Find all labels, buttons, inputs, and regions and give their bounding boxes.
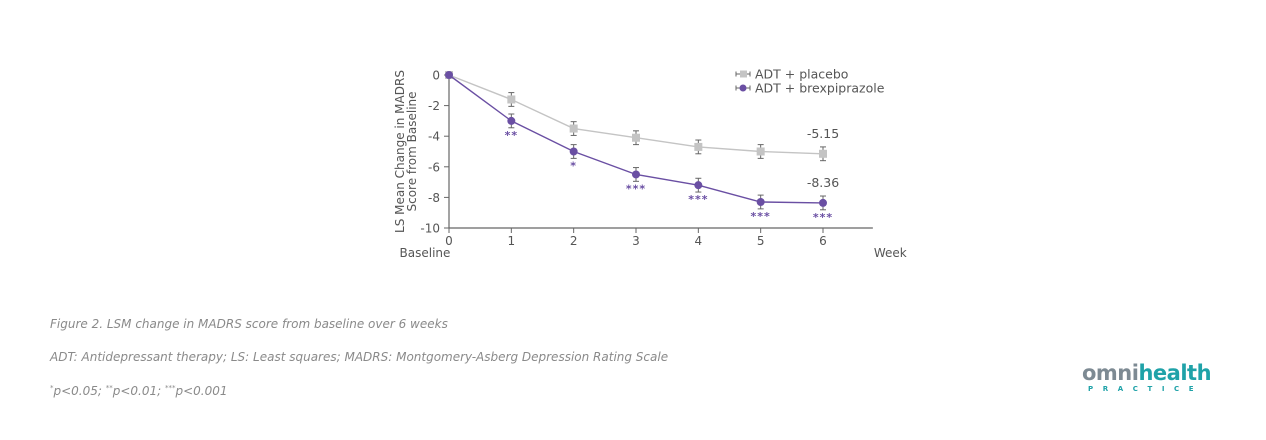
data-point: [569, 147, 578, 156]
significance-label: ***: [751, 210, 771, 223]
logo-omni: omni: [1082, 361, 1139, 385]
legend-marker: [739, 84, 747, 92]
y-tick-label: -4: [428, 130, 440, 144]
x-tick-label: 5: [757, 234, 765, 248]
x-origin-label: Baseline: [400, 246, 451, 260]
p3-text: p<0.001: [175, 384, 228, 398]
legend-item: ADT + brexpiprazole: [735, 81, 885, 96]
y-tick-label: 0: [432, 69, 440, 83]
legend-label: ADT + placebo: [755, 67, 848, 82]
series-adt-brexpiprazole: ************ ***-8.36: [445, 71, 839, 224]
data-point: [507, 95, 516, 104]
end-value-label: -5.15: [807, 126, 839, 141]
p2-text: p<0.01;: [112, 384, 165, 398]
data-point: [694, 142, 703, 151]
figure-caption: Figure 2. LSM change in MADRS score from…: [50, 317, 448, 331]
p2-mark: **: [105, 384, 113, 392]
line-chart: 0 -2 -4 -6 -8 -10 0 1 2 3 4 5 6 Baseline Week LS Mean C…: [393, 67, 907, 261]
logo-health: health: [1138, 361, 1212, 385]
data-point: [694, 181, 703, 190]
data-point: [756, 147, 765, 156]
x-tick-label: 3: [632, 234, 640, 248]
logo-tagline: PRACTICE: [1088, 385, 1204, 393]
data-point: [632, 170, 640, 179]
significance-note: *p<0.05; **p<0.01; ***p<0.001: [50, 384, 228, 398]
x-tick-label: 1: [508, 234, 516, 248]
y-tick-label: -10: [420, 222, 440, 236]
chart-axes: 0 -2 -4 -6 -8 -10 0 1 2 3 4 5 6 Baseline Week LS Mean C…: [393, 69, 907, 261]
p1-text: p<0.05;: [53, 384, 106, 398]
y-tick-label: -2: [428, 99, 440, 113]
y-axis-title-line: Score from Baseline: [405, 91, 419, 211]
legend-marker: [740, 70, 747, 78]
y-tick-label: -6: [428, 160, 440, 174]
end-value-label: -8.36: [807, 175, 839, 190]
significance-label: ***: [688, 193, 708, 206]
data-point: [756, 197, 765, 206]
abbreviations-note: ADT: Antidepressant therapy; LS: Least s…: [50, 350, 669, 364]
y-tick-label: -8: [428, 191, 440, 205]
omnihealth-logo: omnihealth PRACTICE: [1082, 362, 1222, 394]
p1-mark: *: [50, 384, 54, 392]
p3-mark: ***: [165, 384, 176, 392]
data-point: [632, 133, 640, 142]
data-point: [507, 116, 516, 125]
x-tick-label: 4: [695, 234, 703, 248]
data-point: [569, 124, 578, 133]
data-point: [819, 198, 827, 207]
data-point: [445, 71, 453, 79]
significance-label: ***: [813, 211, 833, 224]
logo-wordmark: omnihealth: [1082, 362, 1222, 384]
legend-label: ADT + brexpiprazole: [755, 81, 885, 96]
x-tick-label: 0: [445, 234, 453, 248]
significance-label: **: [505, 129, 519, 142]
data-point: [819, 149, 827, 158]
x-axis-title: Week: [874, 246, 907, 260]
legend-item: ADT + placebo: [735, 67, 848, 82]
x-tick-label: 2: [570, 234, 578, 248]
significance-label: ***: [626, 182, 646, 195]
significance-label: *: [570, 160, 577, 173]
chart-series: -5.15************ ***-8.36: [445, 71, 839, 224]
y-axis-title-line: LS Mean Change in MADRS: [393, 70, 407, 233]
x-tick-label: 6: [819, 234, 827, 248]
